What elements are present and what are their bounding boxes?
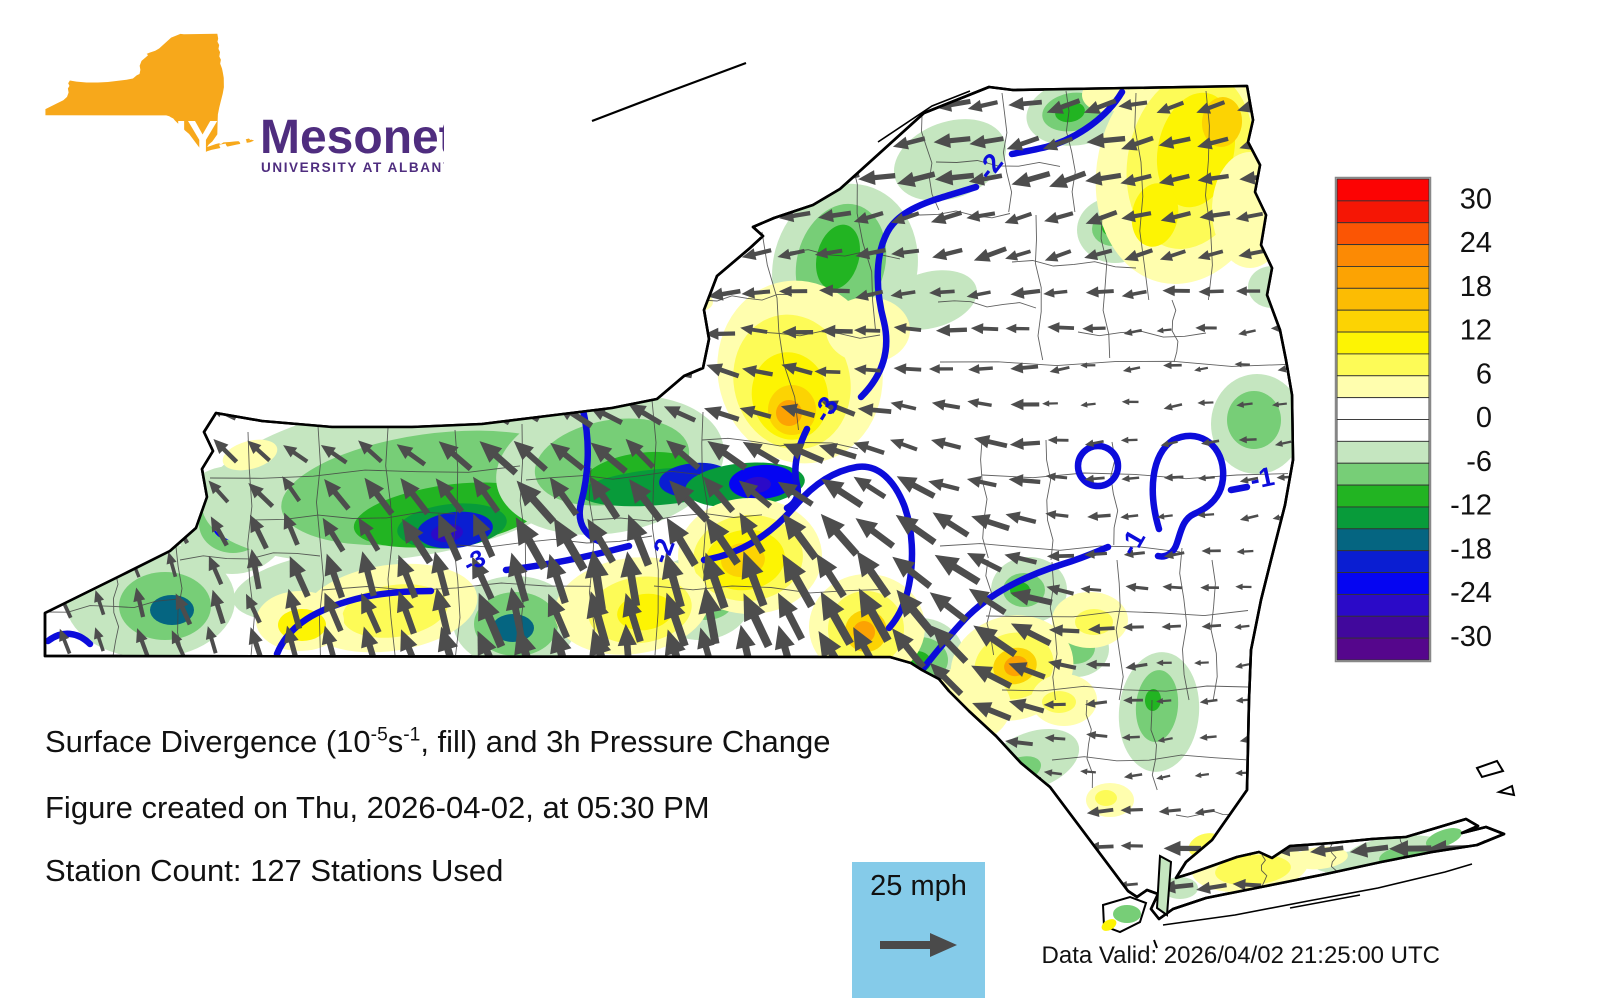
colorbar-tick-label: -24 bbox=[1450, 577, 1492, 609]
colorbar-segment bbox=[1336, 440, 1430, 464]
station-count-line: Station Count: 127 Stations Used bbox=[45, 853, 504, 888]
colorbar-segment bbox=[1336, 462, 1430, 486]
title-suffix: , fill) and 3h Pressure Change bbox=[420, 724, 831, 759]
montauk-tick bbox=[1153, 939, 1158, 949]
nys-mesonet-logo: NYS Mesonet UNIVERSITY AT ALBANY bbox=[45, 33, 444, 175]
colorbar-tick-label: 0 bbox=[1476, 402, 1492, 434]
ny-state-outline-stroke bbox=[43, 84, 1506, 921]
title-sup2: -1 bbox=[403, 724, 421, 746]
colorbar-segment bbox=[1336, 528, 1430, 552]
colorbar-segment bbox=[1336, 287, 1430, 311]
ny-state-logo-icon bbox=[45, 33, 255, 153]
colorbar-segment bbox=[1336, 222, 1430, 246]
data-valid-timestamp: Data Valid: 2026/04/02 21:25:00 UTC bbox=[1041, 942, 1440, 969]
colorbar-tick-label: 30 bbox=[1460, 184, 1492, 216]
colorbar-tick-label: -6 bbox=[1466, 446, 1492, 478]
international-border-2 bbox=[877, 90, 971, 143]
colorbar-tick-label: 24 bbox=[1460, 227, 1492, 259]
colorbar-segment bbox=[1336, 637, 1430, 661]
colorbar-segment bbox=[1336, 572, 1430, 595]
staten-green bbox=[1113, 905, 1141, 923]
barrier-islands bbox=[1162, 863, 1473, 926]
title-mid: s bbox=[387, 724, 404, 759]
colorbar-segment bbox=[1336, 593, 1430, 617]
title-prefix: Surface Divergence (10 bbox=[45, 724, 371, 759]
colorbar-segment bbox=[1336, 353, 1430, 377]
barrier-islands-2 bbox=[1289, 894, 1361, 909]
colorbar-segment bbox=[1336, 397, 1430, 420]
colorbar-segment bbox=[1336, 506, 1430, 530]
colorbar-segment bbox=[1336, 615, 1430, 639]
colorbar-tick-label: 18 bbox=[1460, 271, 1492, 303]
fishers-island bbox=[1475, 759, 1505, 779]
colorbar-tick-label: 12 bbox=[1460, 315, 1492, 347]
colorbar-tick-label: -12 bbox=[1450, 490, 1492, 522]
wind-scale-arrow-icon bbox=[880, 933, 957, 957]
logo-mesonet-text: Mesonet bbox=[260, 111, 444, 164]
colorbar-segment bbox=[1336, 309, 1430, 333]
colorbar-tick-label: -30 bbox=[1450, 621, 1492, 653]
figure-created-line: Figure created on Thu, 2026-04-02, at 05… bbox=[45, 790, 710, 825]
colorbar-tick-label: -18 bbox=[1450, 533, 1492, 565]
colorbar-segment bbox=[1336, 200, 1430, 224]
colorbar-segment bbox=[1336, 375, 1430, 399]
colorbar-segment bbox=[1336, 178, 1430, 202]
figure-title: Surface Divergence (10-5s-1, fill) and 3… bbox=[45, 724, 830, 760]
colorbar-segment bbox=[1336, 419, 1430, 442]
colorbar-legend: 30 24 18 12 6 0 -6 -12 -18 -24 -30 bbox=[1334, 176, 1492, 663]
logo-nys-text: NYS bbox=[154, 111, 249, 163]
colorbar-segment bbox=[1336, 484, 1430, 508]
colorbar-segment bbox=[1336, 266, 1430, 289]
wind-scale-box: 25 mph bbox=[852, 862, 985, 998]
plum-island bbox=[1495, 784, 1516, 797]
colorbar-segment bbox=[1336, 550, 1430, 573]
international-border bbox=[591, 61, 747, 123]
wind-scale-label: 25 mph bbox=[870, 870, 967, 902]
logo-tagline-text: UNIVERSITY AT ALBANY bbox=[261, 160, 444, 175]
staten-yellow bbox=[1101, 919, 1117, 931]
colorbar-tick-label: 6 bbox=[1476, 358, 1492, 390]
colorbar-segment bbox=[1336, 244, 1430, 267]
manhattan-island bbox=[1155, 854, 1173, 917]
colorbar-segment bbox=[1336, 331, 1430, 355]
title-sup1: -5 bbox=[370, 724, 388, 746]
